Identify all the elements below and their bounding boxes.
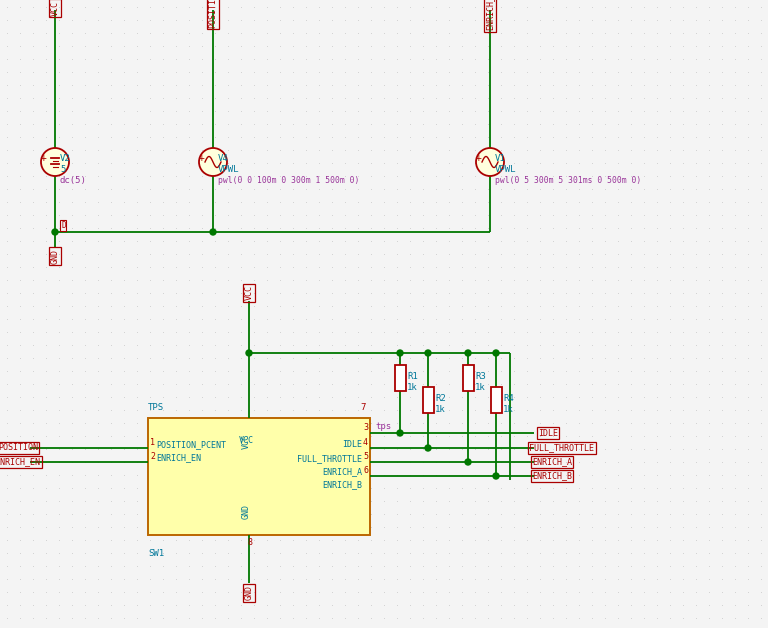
Text: VCC: VCC xyxy=(239,436,253,445)
Text: 7: 7 xyxy=(360,403,366,412)
Text: R2: R2 xyxy=(435,394,445,403)
Circle shape xyxy=(41,148,69,176)
Text: IDLE: IDLE xyxy=(342,440,362,449)
Text: 1: 1 xyxy=(150,438,155,447)
Text: dc(5): dc(5) xyxy=(60,176,87,185)
Text: FULL_THROTTLE: FULL_THROTTLE xyxy=(529,443,594,453)
Bar xyxy=(395,365,406,391)
Text: 3: 3 xyxy=(363,423,368,432)
Circle shape xyxy=(210,229,216,235)
Circle shape xyxy=(425,350,431,356)
Text: +: + xyxy=(199,153,205,163)
Text: POSITION: POSITION xyxy=(208,0,217,28)
Text: 5: 5 xyxy=(363,452,368,461)
Text: ENRICH_A: ENRICH_A xyxy=(532,458,572,467)
Text: ENRICH_B: ENRICH_B xyxy=(322,480,362,489)
Text: 2: 2 xyxy=(150,452,155,461)
Text: +: + xyxy=(41,153,47,163)
Text: R4: R4 xyxy=(503,394,514,403)
Text: ENRICH_B: ENRICH_B xyxy=(532,472,572,480)
Circle shape xyxy=(199,148,227,176)
Text: R1: R1 xyxy=(407,372,418,381)
Text: D: D xyxy=(61,221,65,230)
Text: GND: GND xyxy=(241,504,250,519)
Text: SW1: SW1 xyxy=(148,549,164,558)
Text: V4: V4 xyxy=(218,154,229,163)
Text: VCC: VCC xyxy=(244,286,253,301)
Text: ENRICH_EN: ENRICH_EN xyxy=(485,0,495,31)
Circle shape xyxy=(493,350,499,356)
Text: 1k: 1k xyxy=(503,405,514,414)
Bar xyxy=(462,365,474,391)
Circle shape xyxy=(425,445,431,451)
Text: 5: 5 xyxy=(60,165,65,174)
Text: GND: GND xyxy=(51,249,59,264)
Text: 8: 8 xyxy=(247,538,252,547)
Text: FULL_THROTTLE: FULL_THROTTLE xyxy=(297,454,362,463)
Text: R3: R3 xyxy=(475,372,485,381)
Text: VCC: VCC xyxy=(51,1,59,16)
Circle shape xyxy=(397,350,403,356)
Text: 1k: 1k xyxy=(475,383,485,392)
Text: 6: 6 xyxy=(363,466,368,475)
Circle shape xyxy=(493,473,499,479)
Circle shape xyxy=(465,350,471,356)
Text: IDLE: IDLE xyxy=(538,428,558,438)
Text: tps: tps xyxy=(375,422,391,431)
Text: ENRICH_EN: ENRICH_EN xyxy=(0,458,41,467)
Text: ENRICH_EN: ENRICH_EN xyxy=(156,453,201,462)
Bar xyxy=(148,418,370,535)
Text: POSITION_PCENT: POSITION_PCENT xyxy=(156,440,226,449)
Text: GND: GND xyxy=(244,585,253,600)
Circle shape xyxy=(246,350,252,356)
Text: V1: V1 xyxy=(495,154,506,163)
Circle shape xyxy=(476,148,504,176)
Text: ENRICH_A: ENRICH_A xyxy=(322,467,362,476)
Text: VCC: VCC xyxy=(241,434,250,449)
Text: +: + xyxy=(476,153,482,163)
Circle shape xyxy=(397,430,403,436)
Text: 1k: 1k xyxy=(407,383,418,392)
Text: 1k: 1k xyxy=(435,405,445,414)
Text: TPS: TPS xyxy=(148,403,164,412)
Bar xyxy=(491,387,502,413)
Text: VPWL: VPWL xyxy=(218,165,240,174)
Text: VPWL: VPWL xyxy=(495,165,517,174)
Text: V2: V2 xyxy=(60,154,71,163)
Text: pwl(0 0 100m 0 300m 1 500m 0): pwl(0 0 100m 0 300m 1 500m 0) xyxy=(218,176,359,185)
Text: pwl(0 5 300m 5 301ms 0 500m 0): pwl(0 5 300m 5 301ms 0 500m 0) xyxy=(495,176,641,185)
Text: POSITION: POSITION xyxy=(0,443,38,453)
Circle shape xyxy=(465,459,471,465)
Text: 4: 4 xyxy=(363,438,368,447)
Bar xyxy=(422,387,433,413)
Circle shape xyxy=(52,229,58,235)
